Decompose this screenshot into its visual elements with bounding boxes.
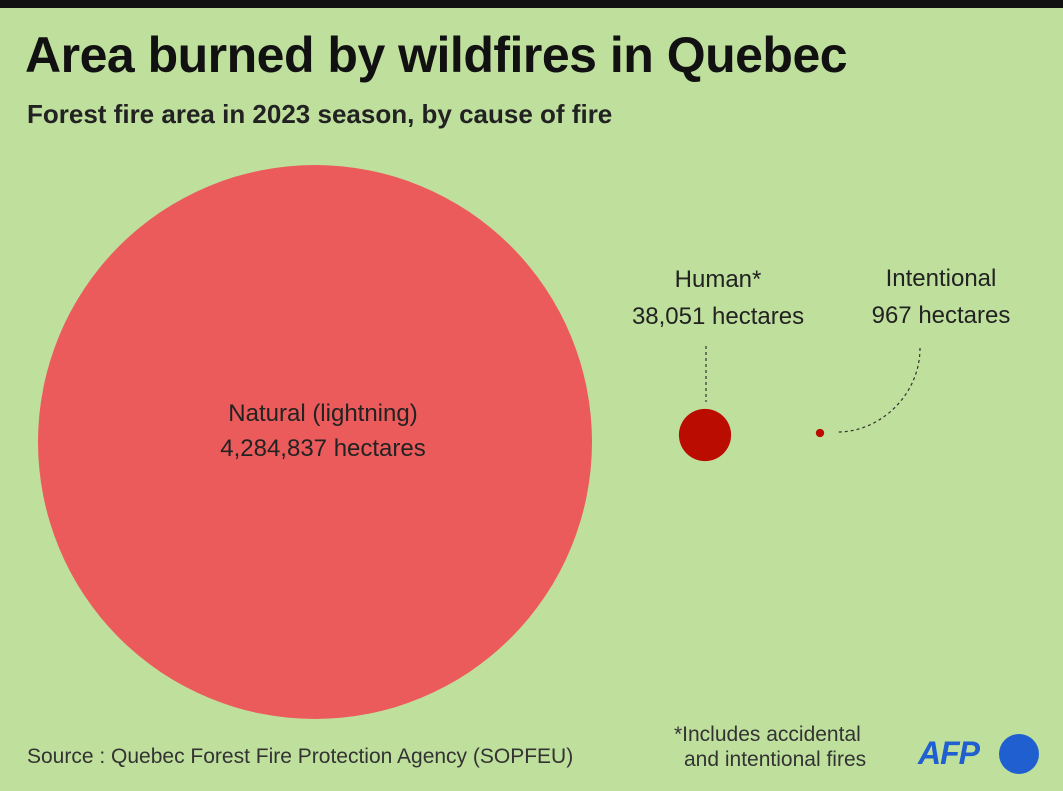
label-human-value: 38,051 hectares <box>632 303 804 330</box>
label-natural-value: 4,284,837 hectares <box>220 435 426 462</box>
chart-subtitle: Forest fire area in 2023 season, by caus… <box>27 99 613 129</box>
source-note: Source : Quebec Forest Fire Protection A… <box>27 745 574 768</box>
afp-logo-dot-icon <box>999 734 1039 774</box>
footnote: *Includes accidental and intentional fir… <box>674 722 866 772</box>
label-natural-name: Natural (lightning) <box>228 400 417 427</box>
chart-title: Area burned by wildfires in Quebec <box>25 27 848 83</box>
label-human-name: Human* <box>675 266 762 293</box>
top-bar <box>0 0 1063 8</box>
footnote-line-1: *Includes accidental <box>674 723 861 746</box>
afp-logo: AFP <box>918 733 1043 777</box>
bubble-natural <box>38 165 592 719</box>
leader-line-intentional <box>837 347 921 433</box>
label-intentional-value: 967 hectares <box>872 302 1011 329</box>
bubble-intentional <box>815 428 825 438</box>
afp-logo-text: AFP <box>918 735 980 771</box>
footnote-line-2: and intentional fires <box>684 748 867 771</box>
bubble-human <box>678 408 732 462</box>
label-intentional-name: Intentional <box>886 265 997 292</box>
